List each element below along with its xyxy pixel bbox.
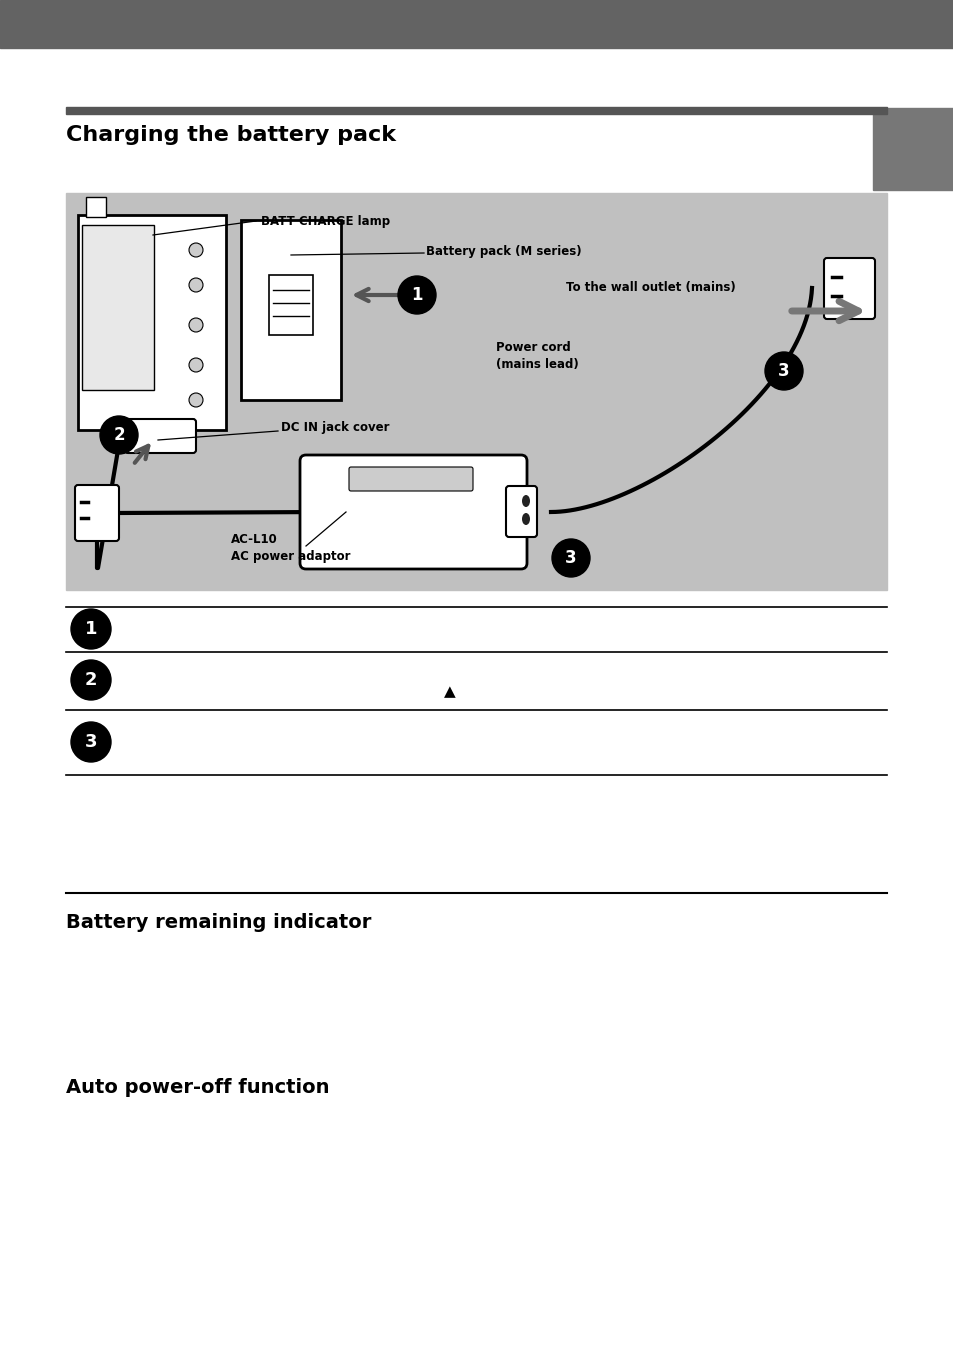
Bar (241, 220, 340, 400)
Text: Battery remaining indicator: Battery remaining indicator (66, 913, 371, 932)
Text: Battery pack (M series): Battery pack (M series) (426, 246, 581, 258)
FancyBboxPatch shape (75, 484, 119, 541)
Text: Auto power-off function: Auto power-off function (66, 1077, 329, 1096)
Circle shape (189, 278, 203, 292)
Text: 2: 2 (113, 426, 125, 444)
Text: BATT CHARGE lamp: BATT CHARGE lamp (261, 214, 390, 228)
FancyBboxPatch shape (823, 258, 874, 319)
Text: DC IN jack cover: DC IN jack cover (281, 421, 389, 434)
Text: Power cord
(mains lead): Power cord (mains lead) (496, 341, 578, 370)
FancyBboxPatch shape (505, 486, 537, 537)
Text: 3: 3 (778, 362, 789, 380)
Text: 3: 3 (85, 733, 97, 750)
Bar (269, 275, 313, 335)
Circle shape (189, 394, 203, 407)
Circle shape (189, 318, 203, 332)
Text: ▲: ▲ (444, 684, 456, 699)
Circle shape (764, 351, 802, 389)
Circle shape (71, 609, 111, 649)
FancyBboxPatch shape (125, 419, 195, 453)
Circle shape (397, 275, 436, 313)
Text: AC-L10
AC power adaptor: AC-L10 AC power adaptor (231, 533, 350, 563)
Circle shape (71, 722, 111, 763)
FancyBboxPatch shape (349, 467, 473, 491)
Circle shape (189, 243, 203, 256)
Circle shape (71, 660, 111, 700)
Text: 1: 1 (85, 620, 97, 638)
Text: 2: 2 (85, 670, 97, 689)
Ellipse shape (521, 513, 530, 525)
Bar (66, 107, 886, 114)
Bar (86, 197, 106, 217)
Bar (78, 214, 226, 430)
Bar (0, 0, 953, 47)
Circle shape (100, 417, 138, 455)
FancyBboxPatch shape (299, 455, 526, 569)
Text: Charging the battery pack: Charging the battery pack (66, 125, 395, 145)
Ellipse shape (521, 495, 530, 508)
Bar (66, 193, 886, 590)
Bar (82, 225, 153, 389)
Circle shape (552, 539, 589, 577)
Circle shape (189, 358, 203, 372)
Text: 3: 3 (564, 550, 577, 567)
Bar (872, 109, 953, 190)
Text: 1: 1 (411, 286, 422, 304)
Text: To the wall outlet (mains): To the wall outlet (mains) (565, 281, 735, 294)
